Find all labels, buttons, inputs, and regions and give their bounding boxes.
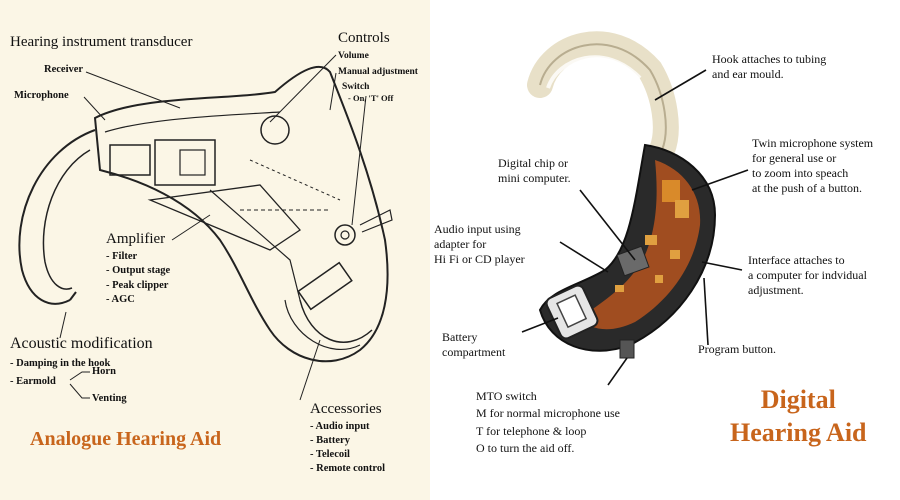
amplifier-filter: - Filter	[106, 251, 138, 262]
analogue-hook-inner	[42, 149, 91, 290]
battery-label: Battery compartment	[442, 330, 506, 359]
digital-hook	[527, 31, 679, 163]
amplifier-output-stage: - Output stage	[106, 265, 171, 276]
digital-chip	[616, 245, 650, 277]
microphone-label: Microphone	[14, 90, 69, 101]
amplifier-agc: - AGC	[106, 294, 135, 305]
receiver-block	[109, 144, 151, 176]
acoustic-venting: Venting	[92, 393, 127, 404]
controls-switch: Switch	[342, 82, 370, 92]
battery-cylinder	[297, 261, 353, 311]
audio-input-label: Audio input using adapter for Hi Fi or CD …	[434, 222, 525, 266]
program-button-label: Program button.	[698, 342, 776, 356]
controls-volume: Volume	[338, 51, 369, 61]
analogue-caption: Analogue Hearing Aid	[30, 428, 222, 450]
acoustic-horn: Horn	[92, 366, 116, 377]
analogue-hook	[18, 129, 96, 305]
analogue-aid-drawing	[18, 54, 393, 401]
transducer-heading: Hearing instrument transducer	[10, 34, 193, 50]
acoustic-heading: Acoustic modification	[10, 335, 153, 352]
volume-wheel	[260, 115, 290, 145]
digital-panel: Hook attaches to tubing and ear mould. Di…	[430, 0, 900, 500]
switch-knob	[334, 224, 356, 246]
twin-microphone-label: Twin microphone system for general use or…	[752, 136, 874, 195]
accessories-heading: Accessories	[310, 401, 382, 417]
mto-switch-label: MTO switch M for normal microphone use T …	[476, 389, 620, 456]
interface-label: Interface attaches to a computer for indv…	[748, 253, 867, 297]
amplifier-peak-clipper: - Peak clipper	[106, 280, 169, 291]
controls-manual-adjustment: Manual adjustment	[338, 67, 418, 77]
accessories-battery: - Battery	[310, 435, 350, 446]
accessories-audio-input: - Audio input	[310, 421, 370, 432]
analogue-body	[93, 65, 389, 363]
analogue-panel: Hearing instrument transducer Receiver M…	[0, 0, 430, 500]
accessories-telecoil: - Telecoil	[310, 449, 350, 460]
chip-label: Digital chip or mini computer.	[498, 156, 571, 185]
hook-label: Hook attaches to tubing and ear mould.	[712, 52, 827, 81]
acoustic-damping: - Damping in the hook	[10, 358, 111, 369]
receiver-label: Receiver	[44, 64, 84, 75]
accessories-remote-control: - Remote control	[310, 463, 386, 474]
controls-heading: Controls	[338, 30, 390, 46]
digital-caption: Digital Hearing Aid	[730, 385, 867, 447]
digital-aid-illustration	[521, 31, 749, 386]
acoustic-earmold: - Earmold	[10, 376, 56, 387]
controls-switch-mode: - On, 'T' Off	[348, 93, 394, 103]
amplifier-heading: Amplifier	[106, 231, 166, 247]
